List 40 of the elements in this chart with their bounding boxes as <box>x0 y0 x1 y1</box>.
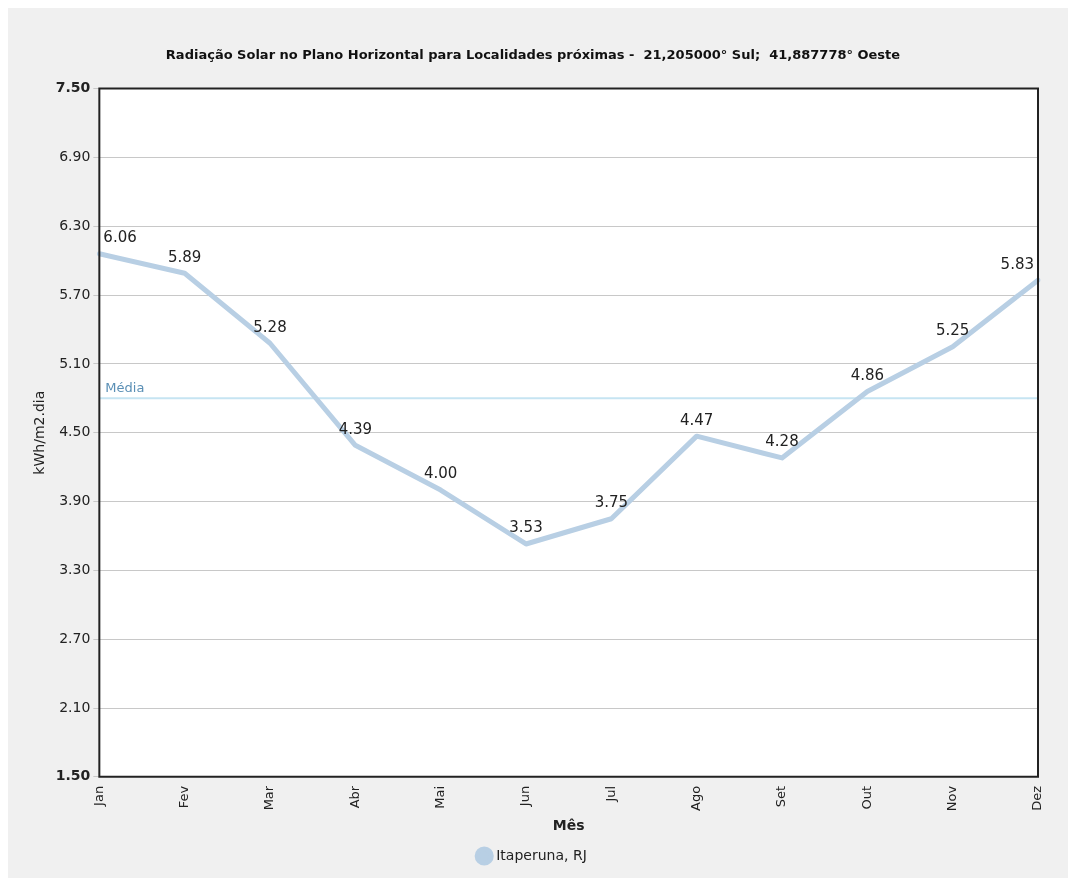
ref-line-label: Média <box>105 380 145 396</box>
x-tick-label: Abr <box>346 785 362 809</box>
data-label: 4.00 <box>423 464 458 483</box>
data-label: 5.28 <box>253 317 287 336</box>
legend-label: Itaperuna, RJ <box>496 846 587 863</box>
y-tick-label: 2.70 <box>59 629 91 646</box>
x-tick-label: Out <box>858 785 874 810</box>
x-tick-label: Fev <box>176 785 192 809</box>
data-label: 3.75 <box>594 493 629 512</box>
y-tick-label: 7.50 <box>55 79 91 96</box>
x-tick-label: Jun <box>517 785 533 808</box>
data-label: 5.89 <box>167 247 202 266</box>
y-axis-title: kWh/m2.dia <box>31 390 48 475</box>
x-tick-label: Ago <box>688 785 704 811</box>
y-tick-label: 1.50 <box>55 767 91 784</box>
x-tick-label: Mai <box>432 785 448 809</box>
x-tick-label: Set <box>773 785 789 808</box>
y-tick-label: 5.10 <box>59 354 91 371</box>
y-tick-label: 3.30 <box>59 561 91 577</box>
x-tick-label: Mar <box>261 785 277 811</box>
data-label: 4.86 <box>850 365 885 384</box>
x-tick-label: Nov <box>944 785 960 812</box>
data-label: 4.28 <box>765 432 799 451</box>
x-tick-label: Dez <box>1029 785 1045 811</box>
data-label: 3.53 <box>509 518 543 537</box>
data-label: 4.47 <box>679 410 714 429</box>
chart-title: Radiação Solar no Plano Horizontal para Localidades próximas - 21,205000° Sul; 41,887778° Oeste <box>165 47 901 63</box>
x-axis-title: Mês <box>552 817 585 834</box>
y-tick-label: 5.70 <box>59 285 91 302</box>
x-tick-label: Jan <box>90 785 106 807</box>
data-label: 4.39 <box>338 419 373 438</box>
y-tick-label: 4.50 <box>59 423 91 440</box>
y-tick-label: 6.90 <box>59 148 91 165</box>
data-label: 6.06 <box>103 228 137 247</box>
data-label: 5.25 <box>935 321 970 340</box>
x-tick-label: Jul <box>602 785 618 803</box>
y-tick-label: 2.10 <box>59 698 91 715</box>
y-tick-label: 6.30 <box>59 216 91 233</box>
y-tick-label: 3.90 <box>59 492 91 509</box>
data-label: 5.83 <box>1000 254 1034 273</box>
